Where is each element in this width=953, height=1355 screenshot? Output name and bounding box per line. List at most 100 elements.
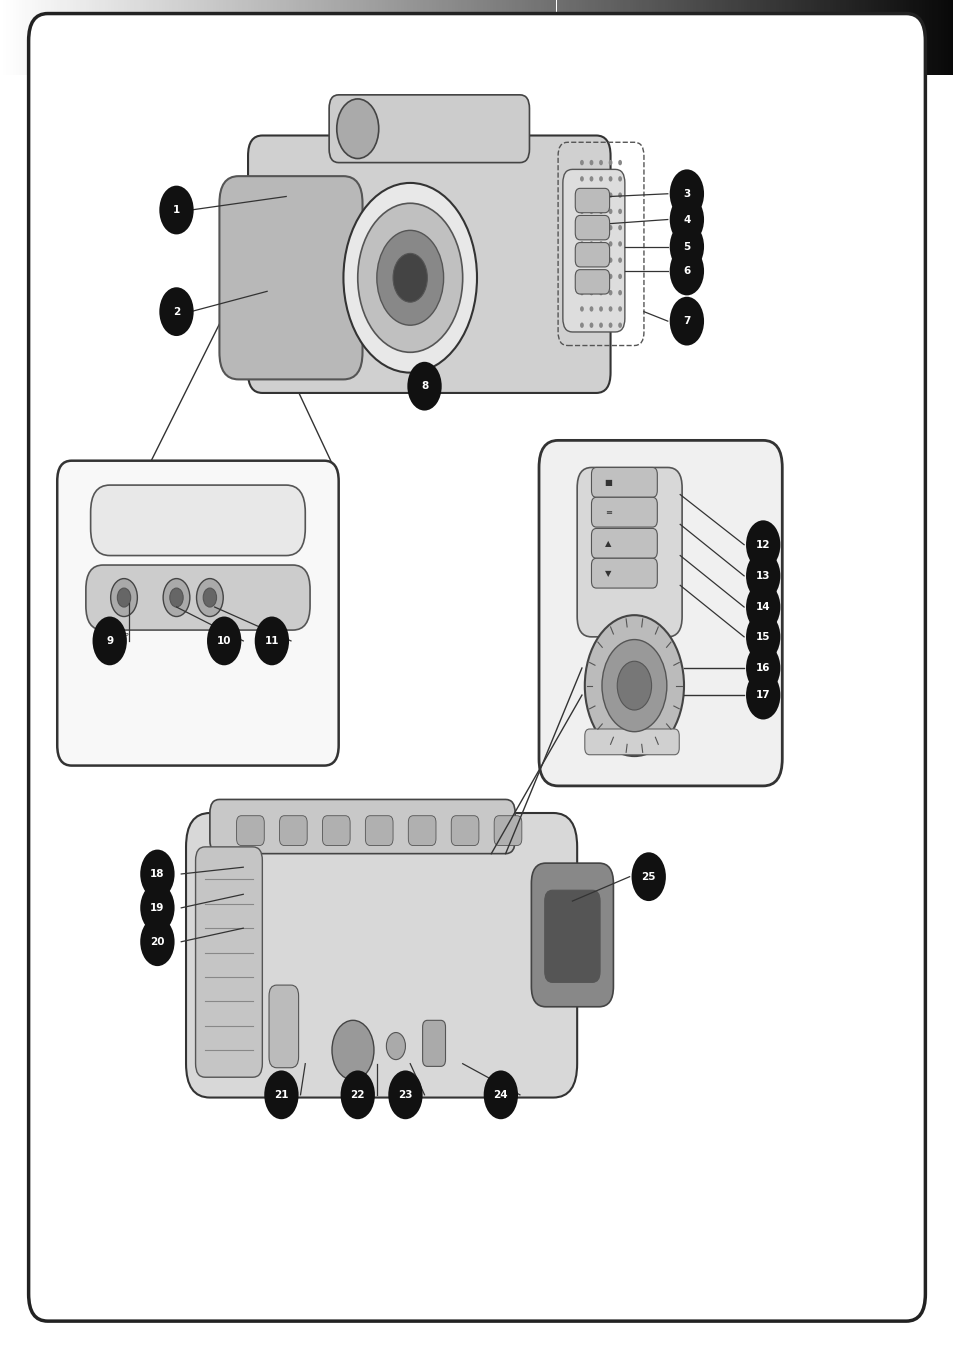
Bar xyxy=(219,0,222,75)
Bar xyxy=(867,0,870,75)
Bar xyxy=(724,0,727,75)
Bar xyxy=(67,0,70,75)
Text: 11: 11 xyxy=(264,635,279,646)
Text: ■: ■ xyxy=(604,478,612,486)
Circle shape xyxy=(631,852,665,901)
FancyBboxPatch shape xyxy=(210,799,515,854)
Bar xyxy=(136,0,140,75)
Circle shape xyxy=(618,322,621,328)
Bar xyxy=(899,0,902,75)
Circle shape xyxy=(589,322,593,328)
Bar xyxy=(750,0,753,75)
Bar xyxy=(416,0,419,75)
Bar xyxy=(391,0,394,75)
Text: 9: 9 xyxy=(106,635,113,646)
Circle shape xyxy=(92,617,127,665)
Text: 1: 1 xyxy=(172,205,180,215)
Bar xyxy=(622,0,626,75)
Bar xyxy=(114,0,117,75)
FancyBboxPatch shape xyxy=(236,816,264,846)
Bar xyxy=(731,0,734,75)
Circle shape xyxy=(669,222,703,271)
Bar xyxy=(162,0,165,75)
Bar xyxy=(877,0,880,75)
Circle shape xyxy=(579,160,583,165)
Bar xyxy=(229,0,232,75)
Bar xyxy=(531,0,534,75)
Bar xyxy=(880,0,883,75)
Bar xyxy=(76,0,79,75)
Circle shape xyxy=(589,160,593,165)
FancyBboxPatch shape xyxy=(575,243,609,267)
Bar xyxy=(248,0,251,75)
Bar xyxy=(41,0,45,75)
Bar xyxy=(883,0,886,75)
Bar xyxy=(327,0,331,75)
Bar xyxy=(108,0,112,75)
Bar xyxy=(543,0,546,75)
Bar xyxy=(64,0,67,75)
Bar xyxy=(197,0,200,75)
Bar xyxy=(822,0,826,75)
Bar xyxy=(512,0,515,75)
Bar xyxy=(216,0,219,75)
Bar xyxy=(727,0,731,75)
Bar xyxy=(397,0,400,75)
Circle shape xyxy=(140,883,174,932)
Bar xyxy=(276,0,279,75)
Circle shape xyxy=(601,640,666,732)
Bar xyxy=(35,0,38,75)
Bar xyxy=(517,0,521,75)
FancyBboxPatch shape xyxy=(248,136,610,393)
Circle shape xyxy=(618,225,621,230)
Bar xyxy=(460,0,464,75)
Bar xyxy=(184,0,188,75)
Bar xyxy=(524,0,527,75)
Text: 13: 13 xyxy=(755,570,770,581)
Circle shape xyxy=(745,520,780,569)
Bar xyxy=(105,0,108,75)
Bar xyxy=(89,0,92,75)
Bar xyxy=(331,0,334,75)
Circle shape xyxy=(579,241,583,247)
Bar xyxy=(788,0,791,75)
Circle shape xyxy=(579,176,583,182)
FancyBboxPatch shape xyxy=(584,729,679,755)
Bar xyxy=(372,0,375,75)
Bar xyxy=(845,0,848,75)
Bar xyxy=(289,0,293,75)
Bar xyxy=(438,0,441,75)
Circle shape xyxy=(357,203,462,352)
Circle shape xyxy=(579,306,583,312)
Bar xyxy=(581,0,584,75)
Bar xyxy=(784,0,788,75)
Bar xyxy=(813,0,817,75)
Bar xyxy=(648,0,651,75)
Bar xyxy=(267,0,270,75)
Circle shape xyxy=(117,588,131,607)
Circle shape xyxy=(598,290,602,295)
Bar xyxy=(705,0,708,75)
Text: 25: 25 xyxy=(640,871,656,882)
Circle shape xyxy=(579,192,583,198)
Bar xyxy=(743,0,746,75)
Circle shape xyxy=(745,583,780,631)
FancyBboxPatch shape xyxy=(365,816,393,846)
Bar xyxy=(245,0,248,75)
FancyBboxPatch shape xyxy=(91,485,305,556)
Bar xyxy=(546,0,550,75)
Circle shape xyxy=(598,209,602,214)
Bar xyxy=(12,0,16,75)
Bar xyxy=(464,0,467,75)
Bar xyxy=(670,0,674,75)
FancyBboxPatch shape xyxy=(591,467,657,497)
FancyBboxPatch shape xyxy=(408,816,436,846)
FancyBboxPatch shape xyxy=(329,95,529,163)
Circle shape xyxy=(589,290,593,295)
Circle shape xyxy=(608,290,612,295)
Text: 8: 8 xyxy=(420,381,428,392)
Bar xyxy=(174,0,178,75)
Bar xyxy=(295,0,298,75)
Circle shape xyxy=(745,671,780,720)
FancyBboxPatch shape xyxy=(575,215,609,240)
